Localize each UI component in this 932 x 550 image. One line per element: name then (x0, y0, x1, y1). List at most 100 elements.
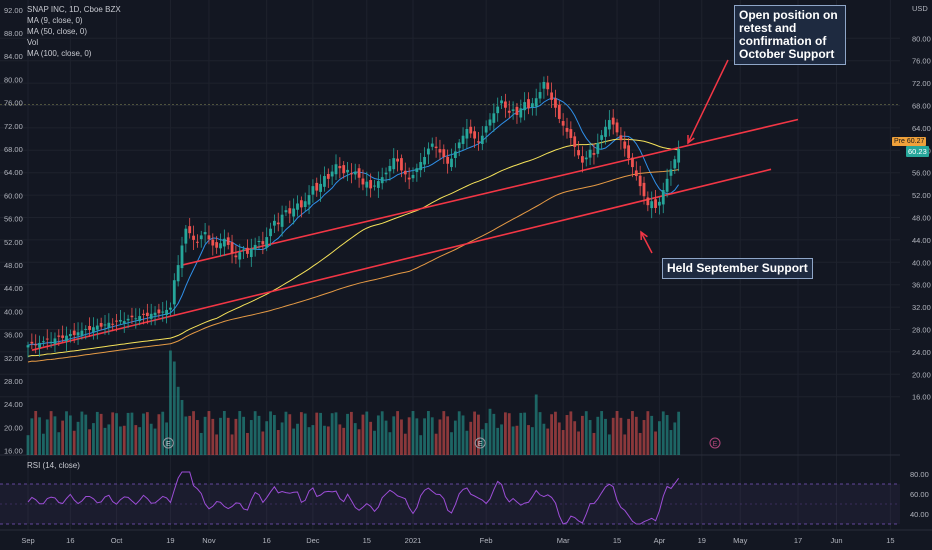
volume-bar (92, 423, 95, 455)
earnings-marker-label: E (166, 441, 171, 448)
candle-body (530, 103, 534, 108)
pre-market-tag: Pre 60.27 (892, 137, 927, 146)
volume-bars (26, 350, 681, 455)
candle-body (249, 248, 253, 258)
volume-bar (515, 425, 519, 455)
volume-bar (273, 415, 276, 455)
candle-body (607, 120, 611, 130)
legend: SNAP INC, 1D, Cboe BZX MA (9, close, 0) … (27, 4, 121, 59)
candle-body (457, 142, 461, 149)
candle-body (72, 330, 76, 336)
volume-bar (342, 427, 346, 455)
candle-body (546, 82, 550, 90)
candle-body (411, 174, 415, 179)
candle-body (515, 106, 519, 116)
volume-bar (392, 416, 396, 455)
pre-value: 60.27 (906, 138, 925, 145)
volume-bar (45, 419, 49, 455)
volume-bar (592, 432, 596, 455)
candle-body (226, 237, 230, 245)
arrow-held-support-head (640, 230, 648, 241)
candle-body (253, 244, 257, 250)
left-axis-label: 68.00 (4, 145, 23, 154)
volume-bar (176, 386, 180, 455)
volume-bar (169, 350, 172, 455)
note-held-support[interactable]: Held September Support (662, 258, 813, 279)
candle-body (369, 180, 373, 189)
right-axis-label: 72.00 (912, 79, 931, 88)
left-axis-label: 52.00 (4, 238, 23, 247)
volume-bar (134, 425, 138, 455)
x-axis-label: Jun (830, 536, 842, 545)
candle-body (261, 241, 265, 245)
volume-bar (230, 434, 234, 455)
study-ma100[interactable]: MA (100, close, 0) (27, 49, 92, 58)
x-axis-label: Mar (557, 536, 570, 545)
volume-bar (500, 424, 503, 455)
study-ma50[interactable]: MA (50, close, 0) (27, 27, 88, 36)
candle-body (619, 135, 623, 141)
volume-bar (584, 411, 588, 455)
rsi-pane (0, 471, 900, 525)
volume-bar (642, 420, 646, 455)
volume-bar (353, 423, 357, 455)
left-axis-label: 76.00 (4, 99, 23, 108)
volume-bar (631, 411, 634, 455)
volume-bar (280, 422, 284, 455)
candle-body (215, 242, 219, 248)
volume-bar (211, 418, 215, 455)
candle-body (600, 135, 604, 140)
earnings-marker-label: E (478, 441, 483, 448)
volume-bar (53, 416, 57, 455)
volume-bar (284, 411, 288, 455)
candle-body (557, 104, 561, 119)
volume-bar (588, 420, 592, 455)
volume-bar (569, 411, 573, 455)
volume-bar (465, 430, 469, 455)
candle-body (561, 121, 565, 126)
candle-body (307, 195, 311, 205)
volume-bar (111, 412, 115, 455)
volume-bar (430, 417, 434, 455)
candle-body (203, 232, 207, 235)
candle-body (238, 252, 242, 260)
volume-bar (611, 417, 615, 455)
study-ma9[interactable]: MA (9, close, 0) (27, 16, 83, 25)
note-open-position[interactable]: Open position on retest and confirmation… (734, 5, 846, 65)
volume-bar (76, 421, 80, 455)
left-axis-label: 32.00 (4, 354, 23, 363)
candle-body (157, 309, 161, 314)
candle-body (353, 171, 357, 175)
candle-body (107, 322, 111, 328)
candle-body (415, 168, 419, 172)
volume-bar (38, 417, 41, 455)
candle-body (673, 159, 677, 169)
axes: 92.00 88.00 84.00 80.00 76.00 72.00 68.00 64.00… (0, 4, 932, 545)
rsi-study-label[interactable]: RSI (14, close) (27, 461, 80, 470)
volume-bar (438, 419, 442, 455)
candle-body (615, 122, 619, 133)
volume-bar (673, 422, 677, 455)
candle-body (461, 135, 465, 144)
volume-bar (246, 432, 249, 455)
symbol-title[interactable]: SNAP INC, 1D, Cboe BZX (27, 5, 121, 14)
right-axis-label: 32.00 (912, 303, 931, 312)
x-axis-label: 16 (263, 536, 271, 545)
candle-body (280, 214, 284, 227)
right-axis-label: 56.00 (912, 169, 931, 178)
candle-body (623, 141, 627, 149)
candle-body (658, 201, 661, 206)
ma50-line (27, 138, 679, 357)
study-vol[interactable]: Vol (27, 38, 39, 47)
candle-body (184, 228, 188, 244)
volume-bar (42, 433, 45, 455)
x-axis-label: 19 (166, 536, 174, 545)
volume-bar (61, 420, 65, 455)
earnings-marker (474, 437, 486, 449)
volume-bar (265, 421, 269, 455)
candle-body (319, 183, 322, 192)
candle-body (465, 129, 469, 139)
candle-body (99, 322, 103, 327)
